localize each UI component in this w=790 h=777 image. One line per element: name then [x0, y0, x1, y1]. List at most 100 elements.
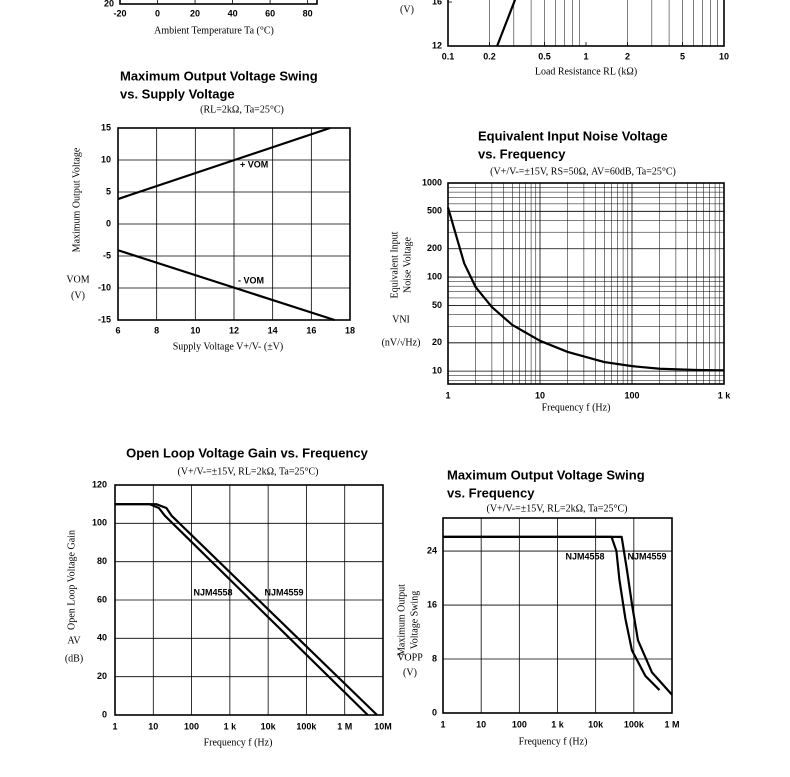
- x-tick-label: 18: [345, 325, 355, 335]
- x-tick-label: 1 k: [224, 721, 238, 731]
- y-axis-label: Maximum Output: [396, 584, 407, 656]
- curve-label: + VOM: [240, 159, 268, 169]
- x-tick-label: 100k: [624, 719, 645, 729]
- x-tick-label: 0.2: [483, 51, 496, 61]
- x-tick-label: 10M: [374, 721, 392, 731]
- chart-subtitle: (V+/V-=±15V, RS=50Ω, AV=60dB, Ta=25°C): [490, 166, 676, 177]
- y-tick-label: -15: [98, 314, 111, 324]
- y-tick-label: 12: [432, 40, 442, 50]
- x-tick-label: 100k: [296, 721, 317, 731]
- curve: [496, 0, 517, 47]
- y-tick-label: 20: [97, 671, 107, 681]
- x-tick-label: 40: [228, 8, 238, 18]
- x-tick-label: 10: [719, 51, 729, 61]
- y-tick-label: 8: [432, 653, 437, 663]
- y-axis-unit: (V): [400, 4, 414, 15]
- x-tick-label: 60: [265, 8, 275, 18]
- curve: [117, 249, 335, 322]
- y-axis-label: Open Loop Voltage Gain: [66, 530, 77, 630]
- x-tick-label: 10k: [588, 719, 604, 729]
- x-tick-label: 16: [306, 325, 316, 335]
- x-tick-label: 10: [148, 721, 158, 731]
- x-axis-label: Supply Voltage V+/V- (±V): [173, 341, 284, 352]
- chart-title: vs. Frequency: [478, 146, 566, 161]
- chart-title: vs. Frequency: [447, 485, 535, 500]
- x-tick-label: 80: [303, 8, 313, 18]
- chart-title: Open Loop Voltage Gain vs. Frequency: [126, 445, 369, 460]
- x-tick-label: 100: [184, 721, 199, 731]
- y-tick-label: 60: [97, 594, 107, 604]
- x-tick-label: 100: [512, 719, 527, 729]
- y-tick-label: 0: [102, 709, 107, 719]
- y-axis-unit: (V): [71, 290, 85, 301]
- chart-title: Maximum Output Voltage Swing: [447, 467, 645, 482]
- y-axis-symbol: AV: [67, 635, 81, 646]
- x-axis-label: Frequency f (Hz): [204, 737, 273, 748]
- y-tick-label: 20: [432, 337, 442, 347]
- y-tick-label: 80: [97, 556, 107, 566]
- curve-label: NJM4559: [627, 551, 666, 561]
- x-tick-label: 5: [680, 51, 685, 61]
- y-tick-label: 100: [427, 271, 442, 281]
- x-tick-label: 1: [445, 390, 450, 400]
- y-axis-symbol: VNI: [392, 314, 410, 325]
- x-axis-label: Ambient Temperature Ta (°C): [154, 25, 274, 36]
- y-axis-symbol: VOPP: [397, 652, 423, 663]
- curve: [446, 207, 725, 372]
- y-tick-label: 40: [97, 633, 107, 643]
- chart-title: Equivalent Input Noise Voltage: [478, 128, 668, 143]
- y-tick-label: 1000: [422, 177, 442, 187]
- x-tick-label: -20: [113, 8, 126, 18]
- x-tick-label: 0: [155, 8, 160, 18]
- x-tick-label: 1: [583, 51, 588, 61]
- x-tick-label: 10: [535, 390, 545, 400]
- y-axis-label: Noise Voltage: [402, 236, 413, 293]
- chart-subtitle: (V+/V-=±15V, RL=2kΩ, Ta=25°C): [177, 466, 318, 477]
- y-axis-unit: (nV/√Hz): [382, 337, 421, 348]
- plot-frame: [114, 484, 384, 716]
- x-tick-label: 1: [440, 719, 445, 729]
- curve-label: NJM4559: [264, 587, 303, 597]
- chart-subtitle: (RL=2kΩ, Ta=25°C): [200, 104, 284, 115]
- x-tick-label: 1 k: [551, 719, 565, 729]
- y-axis-unit: (V): [403, 667, 417, 678]
- y-tick-label: 5: [106, 186, 111, 196]
- plot-frame: [119, 0, 318, 5]
- curve-label: NJM4558: [565, 551, 604, 561]
- x-tick-label: 6: [115, 325, 120, 335]
- chart-subtitle: (V+/V-=±15V, RL=2kΩ, Ta=25°C): [486, 503, 627, 514]
- y-tick-label: 24: [427, 545, 437, 555]
- y-axis-label: Maximum Output Voltage: [71, 147, 82, 252]
- y-tick-label: 10: [432, 366, 442, 376]
- plot-frame: [117, 127, 351, 321]
- curve: [117, 126, 331, 201]
- x-tick-label: 14: [268, 325, 278, 335]
- y-tick-label: 0: [106, 218, 111, 228]
- y-tick-label: 20: [104, 0, 114, 8]
- y-axis-label: Equivalent Input: [389, 231, 400, 298]
- y-tick-label: 500: [427, 206, 442, 216]
- chart-title: vs. Supply Voltage: [120, 86, 235, 101]
- y-axis-label: Voltage Swing: [409, 591, 420, 649]
- plot-frame: [442, 517, 673, 714]
- y-tick-label: -10: [98, 282, 111, 292]
- curve: [443, 535, 673, 696]
- y-tick-label: 0: [432, 707, 437, 717]
- y-tick-label: 50: [432, 300, 442, 310]
- x-tick-label: 10: [190, 325, 200, 335]
- y-tick-label: 120: [92, 479, 107, 489]
- curve-label: NJM4558: [193, 587, 232, 597]
- x-tick-label: 10k: [261, 721, 277, 731]
- x-axis-label: Frequency f (Hz): [542, 402, 611, 413]
- curve-label: - VOM: [238, 275, 264, 285]
- y-tick-label: 16: [427, 599, 437, 609]
- plot-frame: [447, 182, 725, 385]
- y-axis-symbol: VOM: [66, 274, 89, 285]
- x-tick-label: 1 k: [718, 390, 732, 400]
- plot-frame: [447, 0, 725, 47]
- x-tick-label: 100: [624, 390, 639, 400]
- x-tick-label: 8: [154, 325, 159, 335]
- y-tick-label: 10: [101, 154, 111, 164]
- y-tick-label: 15: [101, 122, 111, 132]
